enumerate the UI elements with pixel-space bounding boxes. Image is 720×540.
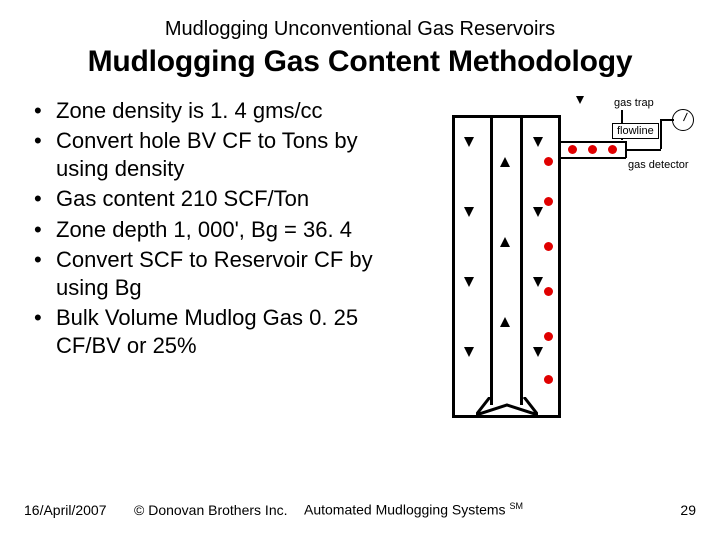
gas-dot-icon bbox=[544, 332, 553, 341]
bullet-item: Convert hole BV CF to Tons by using dens… bbox=[34, 127, 410, 183]
footer-date: 16/April/2007 bbox=[24, 502, 134, 518]
wellbore-diagram: gas trap flowline gas detector bbox=[416, 97, 700, 447]
drillpipe-left bbox=[490, 115, 493, 405]
bullet-list: Zone density is 1. 4 gms/cc Convert hole… bbox=[20, 97, 410, 447]
arrow-down-icon bbox=[533, 347, 543, 357]
gas-dot-icon bbox=[588, 145, 597, 154]
arrow-down-icon bbox=[533, 277, 543, 287]
content-row: Zone density is 1. 4 gms/cc Convert hole… bbox=[20, 97, 700, 447]
arrow-down-icon bbox=[533, 137, 543, 147]
bullet-item: Gas content 210 SCF/Ton bbox=[34, 185, 410, 213]
flowline-top bbox=[558, 141, 626, 143]
arrow-right-icon bbox=[576, 96, 584, 104]
slide: Mudlogging Unconventional Gas Reservoirs… bbox=[0, 0, 720, 540]
arrow-down-icon bbox=[464, 207, 474, 217]
footer-page: 29 bbox=[656, 502, 696, 518]
footer-system: Automated Mudlogging Systems SM bbox=[304, 501, 656, 518]
detector-gauge-icon bbox=[672, 109, 694, 131]
flowline-bot bbox=[558, 157, 626, 159]
casing-left bbox=[452, 115, 455, 417]
arrow-up-icon bbox=[500, 237, 510, 247]
bullet-item: Zone depth 1, 000', Bg = 36. 4 bbox=[34, 216, 410, 244]
slide-subtitle: Mudlogging Unconventional Gas Reservoirs bbox=[20, 18, 700, 41]
detector-line2 bbox=[660, 119, 662, 149]
detector-label: gas detector bbox=[628, 159, 689, 171]
casing-right bbox=[558, 115, 561, 417]
gas-dot-icon bbox=[544, 242, 553, 251]
gas-dot-icon bbox=[544, 157, 553, 166]
drill-bit bbox=[476, 397, 538, 421]
drillpipe-right bbox=[520, 115, 523, 405]
footer-sm: SM bbox=[509, 501, 523, 511]
gas-dot-icon bbox=[544, 197, 553, 206]
footer-system-text: Automated Mudlogging Systems bbox=[304, 502, 506, 518]
arrow-down-icon bbox=[464, 137, 474, 147]
gas-dot-icon bbox=[608, 145, 617, 154]
slide-title: Mudlogging Gas Content Methodology bbox=[20, 45, 700, 79]
arrow-down-icon bbox=[533, 207, 543, 217]
bullet-item: Zone density is 1. 4 gms/cc bbox=[34, 97, 410, 125]
arrow-down-icon bbox=[464, 277, 474, 287]
gas-dot-icon bbox=[568, 145, 577, 154]
detector-line1 bbox=[625, 149, 661, 151]
arrow-up-icon bbox=[500, 157, 510, 167]
bullet-item: Convert SCF to Reservoir CF by using Bg bbox=[34, 246, 410, 302]
arrow-up-icon bbox=[500, 317, 510, 327]
flowline-label: flowline bbox=[612, 123, 659, 139]
footer: 16/April/2007 © Donovan Brothers Inc. Au… bbox=[0, 501, 720, 518]
bullet-item: Bulk Volume Mudlog Gas 0. 25 CF/BV or 25… bbox=[34, 304, 410, 360]
arrow-down-icon bbox=[464, 347, 474, 357]
gas-dot-icon bbox=[544, 375, 553, 384]
surface-line bbox=[452, 115, 561, 118]
footer-copyright: © Donovan Brothers Inc. bbox=[134, 502, 304, 518]
gastrap-label: gas trap bbox=[614, 97, 654, 109]
gas-dot-icon bbox=[544, 287, 553, 296]
